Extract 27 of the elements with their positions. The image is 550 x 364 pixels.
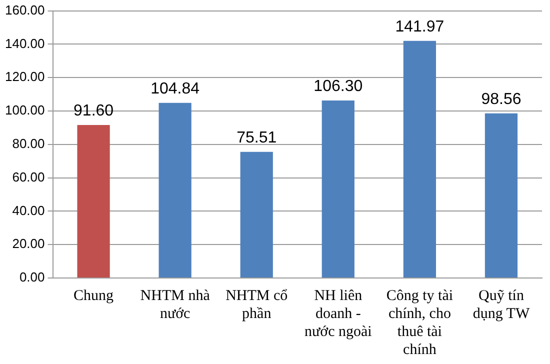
y-tick-label: 60.00	[12, 169, 45, 184]
y-tick-label: 20.00	[12, 236, 45, 252]
data-label: 91.60	[74, 102, 114, 120]
bar	[240, 152, 273, 278]
y-tick-label: 140.00	[4, 36, 45, 51]
x-tick-label: NH liên doanh - nước ngoài	[304, 288, 372, 340]
data-label: 75.51	[236, 129, 277, 146]
y-tick-label: 80.00	[12, 136, 45, 151]
y-tick-label: 100.00	[4, 102, 45, 118]
y-tick-label: 160.00	[4, 2, 45, 18]
data-label: 104.84	[150, 80, 200, 98]
y-tick-label: 0.00	[19, 270, 45, 285]
x-tick-label: Quỹ tín dụng TW	[472, 288, 530, 322]
bar	[484, 113, 518, 278]
x-tick-label: Chung	[74, 288, 114, 304]
bar	[77, 125, 110, 278]
bar	[158, 102, 192, 278]
data-label: 106.30	[314, 78, 363, 95]
bar	[403, 40, 436, 278]
x-tick-label: NHTM cổ phần	[226, 288, 288, 322]
data-label: 98.56	[481, 90, 522, 108]
x-tick-label: NHTM nhà nước	[140, 288, 210, 322]
y-tick-label: 120.00	[4, 69, 45, 84]
data-label: 141.97	[395, 18, 444, 36]
y-tick-label: 40.00	[12, 202, 45, 218]
x-tick-label: Công ty tài chính, cho thuê tài chính	[386, 288, 454, 358]
bar	[322, 100, 354, 278]
